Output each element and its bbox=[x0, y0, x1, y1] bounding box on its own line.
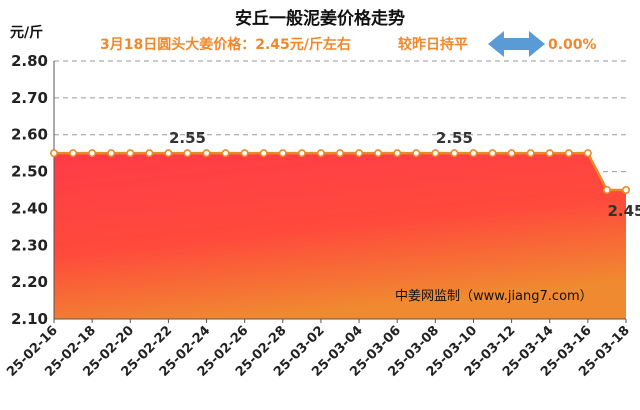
data-point bbox=[526, 149, 535, 158]
data-point bbox=[431, 149, 440, 158]
data-point bbox=[221, 149, 230, 158]
change-text: 较昨日持平 bbox=[398, 36, 468, 53]
data-point bbox=[545, 149, 554, 158]
data-point bbox=[183, 149, 192, 158]
change-value: 0.00% bbox=[548, 37, 597, 53]
y-tick-label: 2.20 bbox=[11, 273, 48, 291]
data-point bbox=[107, 149, 116, 158]
data-point bbox=[621, 186, 630, 195]
watermark: 中姜网监制（www.jiang7.com） bbox=[395, 289, 593, 304]
y-tick-label: 2.50 bbox=[11, 163, 48, 181]
data-point bbox=[202, 149, 211, 158]
data-label: 2.55 bbox=[169, 129, 206, 147]
data-point bbox=[355, 149, 364, 158]
data-labels: 2.55 2.55 2.45 bbox=[169, 129, 640, 220]
data-point bbox=[412, 149, 421, 158]
y-tick-label: 2.30 bbox=[11, 236, 48, 254]
data-point bbox=[69, 149, 78, 158]
data-point bbox=[507, 149, 516, 158]
data-points bbox=[49, 149, 630, 195]
data-point bbox=[583, 149, 592, 158]
data-point bbox=[145, 149, 154, 158]
y-axis-ticks: 2.80 2.70 2.60 2.50 2.40 2.30 2.20 2.10 bbox=[11, 52, 48, 328]
data-point bbox=[602, 186, 611, 195]
data-point bbox=[335, 149, 344, 158]
y-axis-unit: 元/斤 bbox=[10, 24, 43, 41]
y-tick-label: 2.10 bbox=[11, 310, 48, 328]
data-point bbox=[278, 149, 287, 158]
y-tick-label: 2.80 bbox=[11, 52, 48, 70]
data-label: 2.55 bbox=[436, 129, 473, 147]
area-fill bbox=[54, 153, 626, 319]
data-point bbox=[316, 149, 325, 158]
data-point bbox=[374, 149, 383, 158]
data-point bbox=[88, 149, 97, 158]
data-point bbox=[164, 149, 173, 158]
y-tick-label: 2.40 bbox=[11, 199, 48, 217]
y-tick-label: 2.60 bbox=[11, 126, 48, 144]
data-point bbox=[488, 149, 497, 158]
data-point bbox=[126, 149, 135, 158]
data-point bbox=[393, 149, 402, 158]
x-axis-ticks: 25-02-1625-02-1825-02-2025-02-2225-02-24… bbox=[4, 319, 633, 380]
data-point bbox=[259, 149, 268, 158]
chart-subtitle: 3月18日圆头大姜价格：2.45元/斤左右 bbox=[100, 36, 351, 53]
data-label: 2.45 bbox=[607, 202, 640, 220]
chart-title: 安丘一般泥姜价格走势 bbox=[235, 8, 405, 29]
double-arrow-icon bbox=[488, 31, 545, 57]
y-tick-label: 2.70 bbox=[11, 89, 48, 107]
data-point bbox=[49, 149, 58, 158]
data-point bbox=[240, 149, 249, 158]
data-point bbox=[450, 149, 459, 158]
data-point bbox=[469, 149, 478, 158]
axes bbox=[53, 61, 626, 320]
data-point bbox=[297, 149, 306, 158]
data-point bbox=[564, 149, 573, 158]
